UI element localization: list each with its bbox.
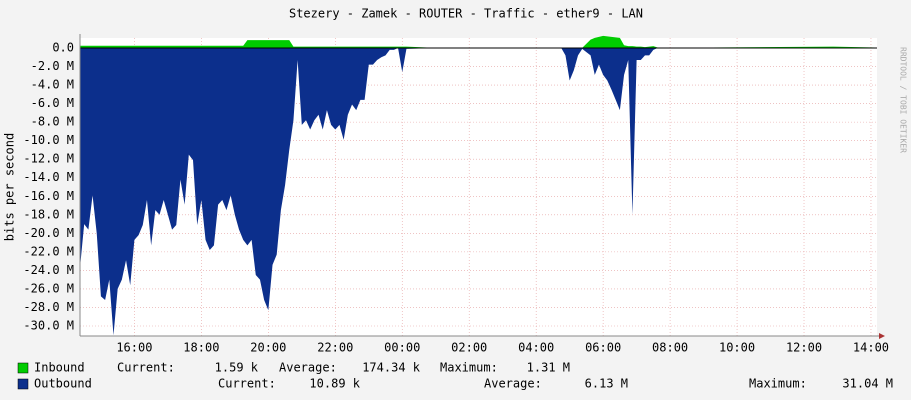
area	[80, 48, 876, 336]
x-tick-label: 12:00	[786, 341, 822, 355]
y-tick-label: -30.0 M	[23, 318, 74, 332]
x-tick-label: 18:00	[183, 341, 219, 355]
legend-stat-label: Maximum:	[440, 361, 498, 375]
y-tick-label: -14.0 M	[23, 170, 74, 184]
y-tick-label: -4.0 M	[31, 78, 74, 92]
legend-stat-label: Current:	[117, 361, 175, 375]
y-tick-label: -24.0 M	[23, 263, 74, 277]
legend-stat-label: Average:	[279, 361, 337, 375]
legend-stat-value: 1.31 M	[527, 361, 570, 375]
legend-swatch	[17, 362, 29, 374]
legend-stat-label: Maximum:	[749, 377, 807, 391]
y-tick-label: -10.0 M	[23, 133, 74, 147]
y-tick-label: -18.0 M	[23, 207, 74, 221]
legend-label: Inbound	[34, 361, 85, 375]
x-tick-label: 20:00	[250, 341, 286, 355]
legend-stat-label: Current:	[218, 377, 276, 391]
y-tick-label: -26.0 M	[23, 281, 74, 295]
y-tick-label: -16.0 M	[23, 189, 74, 203]
legend-stat-value: 31.04 M	[842, 377, 893, 391]
legend-stat-label: Average:	[484, 377, 542, 391]
legend-stat-value: 6.13 M	[585, 377, 628, 391]
legend-stat-value: 174.34 k	[362, 361, 421, 375]
x-tick-label: 14:00	[853, 341, 889, 355]
y-tick-label: 0.0	[52, 41, 74, 55]
chart-title: Stezery - Zamek - ROUTER - Traffic - eth…	[289, 7, 643, 21]
x-tick-label: 22:00	[317, 341, 353, 355]
x-tick-label: 02:00	[451, 341, 487, 355]
legend-stat-value: 10.89 k	[309, 377, 360, 391]
y-tick-label: -12.0 M	[23, 152, 74, 166]
legend-swatch	[17, 378, 29, 390]
x-tick-label: 00:00	[384, 341, 420, 355]
y-tick-label: -20.0 M	[23, 226, 74, 240]
y-tick-label: -8.0 M	[31, 115, 74, 129]
legend-label: Outbound	[34, 377, 92, 391]
y-tick-label: -2.0 M	[31, 59, 74, 73]
x-tick-label: 06:00	[585, 341, 621, 355]
legend-stat-value: 1.59 k	[215, 361, 259, 375]
watermark: RRDTOOL / TOBI OETIKER	[899, 47, 908, 153]
x-tick-label: 08:00	[652, 341, 688, 355]
x-tick-label: 10:00	[719, 341, 755, 355]
y-tick-label: -22.0 M	[23, 244, 74, 258]
y-tick-label: -28.0 M	[23, 300, 74, 314]
x-tick-label: 04:00	[518, 341, 554, 355]
x-tick-label: 16:00	[116, 341, 152, 355]
axis-arrow	[879, 333, 885, 339]
area	[80, 35, 876, 49]
y-axis-label: bits per second	[3, 133, 17, 241]
y-tick-label: -6.0 M	[31, 96, 74, 110]
